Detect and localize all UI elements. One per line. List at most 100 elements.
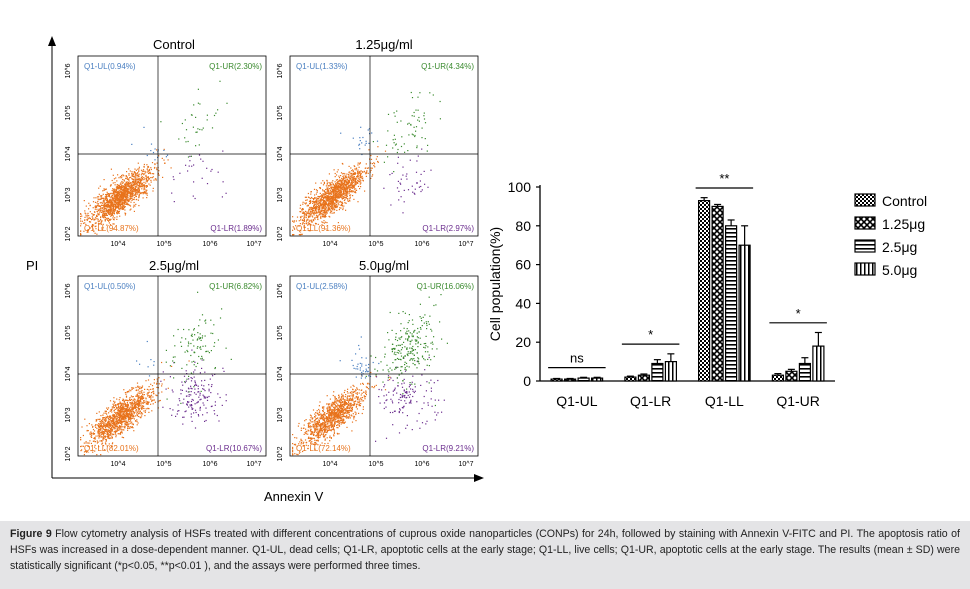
flow-dot bbox=[99, 205, 101, 207]
flow-dot bbox=[197, 401, 199, 403]
flow-dot bbox=[341, 183, 343, 185]
flow-dot bbox=[130, 186, 132, 188]
flow-dot bbox=[318, 196, 320, 198]
flow-dot bbox=[107, 434, 109, 436]
flow-dot bbox=[110, 424, 112, 426]
flow-dot bbox=[341, 183, 343, 186]
flow-dot bbox=[142, 394, 144, 396]
flow-dot bbox=[376, 140, 379, 142]
flow-dot bbox=[101, 211, 103, 213]
flow-dot bbox=[143, 192, 145, 194]
flow-dot bbox=[136, 176, 138, 178]
flow-dot bbox=[345, 195, 348, 197]
flow-dot bbox=[99, 202, 101, 204]
flow-dot bbox=[179, 172, 181, 174]
flow-dot bbox=[368, 149, 370, 151]
flow-dot bbox=[138, 173, 140, 175]
flow-dot bbox=[104, 418, 106, 420]
flow-dot bbox=[332, 180, 334, 182]
flow-dot bbox=[349, 196, 351, 198]
flow-dot bbox=[348, 189, 350, 191]
flow-dot bbox=[132, 396, 134, 398]
flow-dot bbox=[101, 442, 104, 444]
flow-dot bbox=[112, 210, 114, 212]
flow-dot bbox=[101, 204, 103, 206]
flow-dot bbox=[117, 205, 119, 207]
flow-dot bbox=[116, 407, 118, 410]
flow-dot bbox=[188, 375, 190, 377]
flow-dot bbox=[198, 391, 200, 393]
flow-dot bbox=[118, 192, 120, 195]
flow-dot bbox=[219, 80, 221, 82]
flow-dot bbox=[336, 400, 338, 402]
flow-dot bbox=[136, 382, 139, 384]
flow-dot bbox=[95, 426, 97, 428]
flow-dot bbox=[153, 361, 155, 363]
flow-dot bbox=[190, 114, 193, 116]
flow-dot bbox=[292, 216, 294, 218]
flow-dot bbox=[113, 189, 115, 191]
flow-dot bbox=[310, 212, 312, 214]
flow-dot bbox=[302, 442, 304, 445]
flow-dot bbox=[99, 424, 102, 426]
flow-dot bbox=[100, 198, 102, 200]
flow-dot bbox=[417, 109, 419, 111]
flow-dot bbox=[91, 424, 93, 426]
flow-dot bbox=[356, 182, 358, 184]
flow-dot bbox=[190, 385, 192, 387]
flow-dot bbox=[348, 398, 350, 400]
flow-dot bbox=[322, 206, 324, 208]
flow-dot bbox=[393, 171, 395, 173]
flow-dot bbox=[123, 201, 125, 203]
flow-dot bbox=[106, 191, 108, 193]
y-tick-label: 10^3 bbox=[277, 187, 284, 202]
flow-dot bbox=[340, 132, 342, 134]
flow-dot bbox=[126, 188, 128, 190]
flow-dot bbox=[134, 187, 136, 189]
flow-dot bbox=[122, 406, 124, 408]
flow-dot bbox=[157, 172, 159, 174]
flow-dot bbox=[199, 406, 201, 408]
flow-dot bbox=[133, 201, 135, 204]
flow-dot bbox=[354, 173, 356, 175]
flow-dot bbox=[347, 395, 349, 397]
flow-dot bbox=[112, 403, 114, 405]
flow-dot bbox=[351, 185, 354, 187]
flow-dot bbox=[206, 167, 208, 169]
flow-dot bbox=[140, 403, 142, 405]
flow-dot bbox=[350, 414, 352, 416]
flow-dot bbox=[225, 400, 227, 402]
flow-dot bbox=[93, 230, 95, 233]
flow-dot bbox=[145, 180, 147, 182]
flow-dot bbox=[135, 183, 137, 185]
flow-dot bbox=[316, 424, 318, 427]
flow-dot bbox=[332, 414, 334, 416]
flow-dot bbox=[136, 172, 138, 174]
flow-dot bbox=[84, 222, 86, 224]
flow-dot bbox=[322, 216, 324, 218]
flow-dot bbox=[126, 184, 128, 186]
flow-dot bbox=[336, 192, 338, 194]
flow-dot bbox=[131, 190, 133, 192]
flow-dot bbox=[116, 420, 118, 422]
flow-dot bbox=[139, 403, 141, 405]
flow-dot bbox=[119, 412, 121, 414]
flow-dot bbox=[134, 193, 136, 195]
flow-dot bbox=[145, 400, 147, 402]
flow-dot bbox=[126, 185, 128, 188]
flow-dot bbox=[190, 416, 192, 418]
flow-dot bbox=[310, 441, 312, 443]
flow-dot bbox=[166, 398, 168, 400]
quadrant-lr-label: Q1-LR(1.89%) bbox=[210, 224, 262, 233]
flow-dot bbox=[94, 217, 97, 219]
flow-dot bbox=[112, 217, 114, 219]
flow-dot bbox=[352, 397, 354, 399]
flow-dot bbox=[326, 222, 328, 224]
flow-dot bbox=[130, 390, 132, 392]
flow-dot bbox=[370, 158, 373, 160]
flow-dot bbox=[131, 417, 133, 419]
flow-dot bbox=[137, 181, 139, 183]
flow-dot bbox=[299, 211, 301, 213]
flow-dot bbox=[113, 213, 115, 215]
flow-dot bbox=[100, 219, 102, 221]
